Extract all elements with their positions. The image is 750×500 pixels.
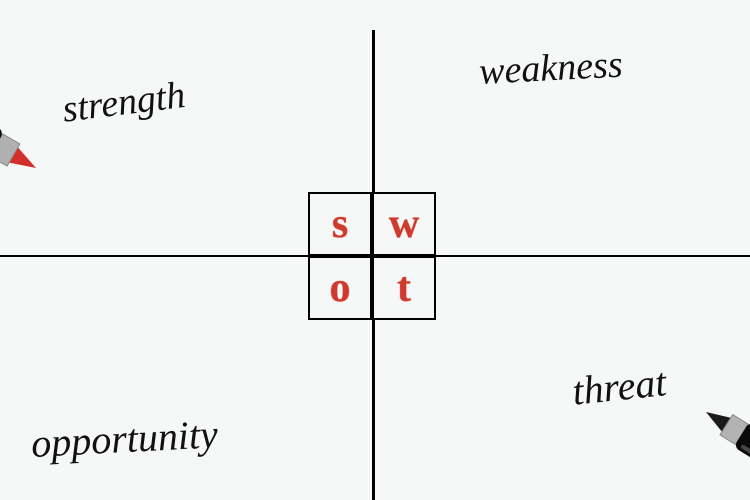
- black-marker-icon: [0, 0, 1, 1]
- quadrant-label-opportunity: opportunity: [30, 410, 219, 467]
- swot-cell-w: w: [372, 192, 436, 256]
- swot-cell-s: s: [308, 192, 372, 256]
- quadrant-label-weakness: weakness: [478, 42, 624, 93]
- quadrant-label-threat: threat: [570, 358, 668, 415]
- swot-letter-w: w: [389, 200, 419, 248]
- swot-cell-o: o: [308, 256, 372, 320]
- swot-letter-s: s: [332, 200, 348, 248]
- swot-cell-t: t: [372, 256, 436, 320]
- swot-letter-t: t: [397, 264, 411, 312]
- quadrant-label-strength: strength: [60, 73, 188, 132]
- swot-diagram: strength weakness opportunity threat s w…: [0, 0, 750, 500]
- swot-letter-o: o: [330, 264, 351, 312]
